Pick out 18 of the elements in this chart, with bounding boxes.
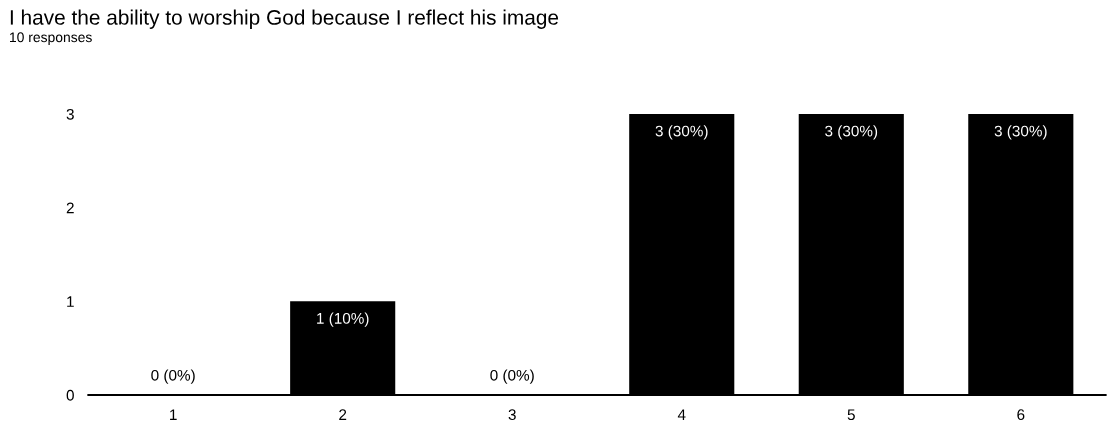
x-tick-label: 5 [847, 409, 855, 421]
data-label: 3 (30%) [655, 125, 708, 140]
data-label: 3 (30%) [825, 125, 878, 140]
y-tick-label: 0 [66, 389, 74, 401]
y-tick-label: 2 [66, 202, 74, 214]
x-tick-label: 2 [339, 409, 347, 420]
data-label: 3 (30%) [994, 125, 1047, 140]
x-tick-label: 1 [170, 409, 177, 420]
data-label: 0 (0%) [490, 369, 534, 384]
x-tick-label: 3 [508, 409, 516, 421]
y-tick-label: 1 [67, 296, 74, 307]
data-label: 0 (0%) [151, 369, 195, 384]
data-label: 1 (10%) [317, 312, 369, 327]
y-tick-label: 3 [66, 108, 74, 120]
chart-title: I have the ability to worship God because I reflect his image [10, 9, 559, 29]
x-tick-label: 6 [1017, 409, 1025, 421]
x-tick-label: 4 [677, 409, 686, 420]
chart-subtitle: 10 responses [10, 32, 92, 45]
